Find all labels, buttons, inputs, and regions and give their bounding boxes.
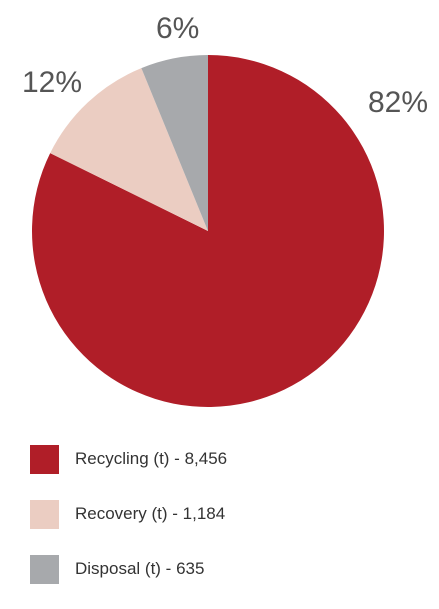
percent-label-disposal: 6%: [156, 12, 199, 45]
legend-item-disposal: Disposal (t) - 635: [30, 554, 430, 584]
legend-item-recovery: Recovery (t) - 1,184: [30, 499, 430, 529]
percent-label-recovery: 12%: [22, 66, 82, 99]
pie-slices: [31, 55, 385, 407]
percent-label-recycling: 82%: [368, 86, 428, 119]
pie-chart: 82% 12% 6% Recycling (t) - 8,456 Recover…: [22, 12, 428, 584]
pie-slice-recovery: [50, 68, 209, 231]
legend-item-recycling: Recycling (t) - 8,456: [30, 444, 430, 474]
legend-swatch-recovery: [30, 499, 59, 529]
percent-labels: 82% 12% 6%: [22, 12, 428, 119]
legend-swatch-disposal: [30, 554, 59, 584]
pie-slice-recycling: [31, 55, 385, 407]
legend-label-recovery: Recovery (t) - 1,184: [75, 504, 226, 523]
legend: Recycling (t) - 8,456 Recovery (t) - 1,1…: [30, 444, 430, 609]
legend-label-disposal: Disposal (t) - 635: [75, 559, 205, 578]
pie-chart-svg: 82% 12% 6%: [22, 12, 428, 407]
legend-label-recycling: Recycling (t) - 8,456: [75, 449, 228, 468]
pie-slice-disposal: [141, 55, 208, 231]
legend-swatch-recycling: [30, 444, 59, 474]
